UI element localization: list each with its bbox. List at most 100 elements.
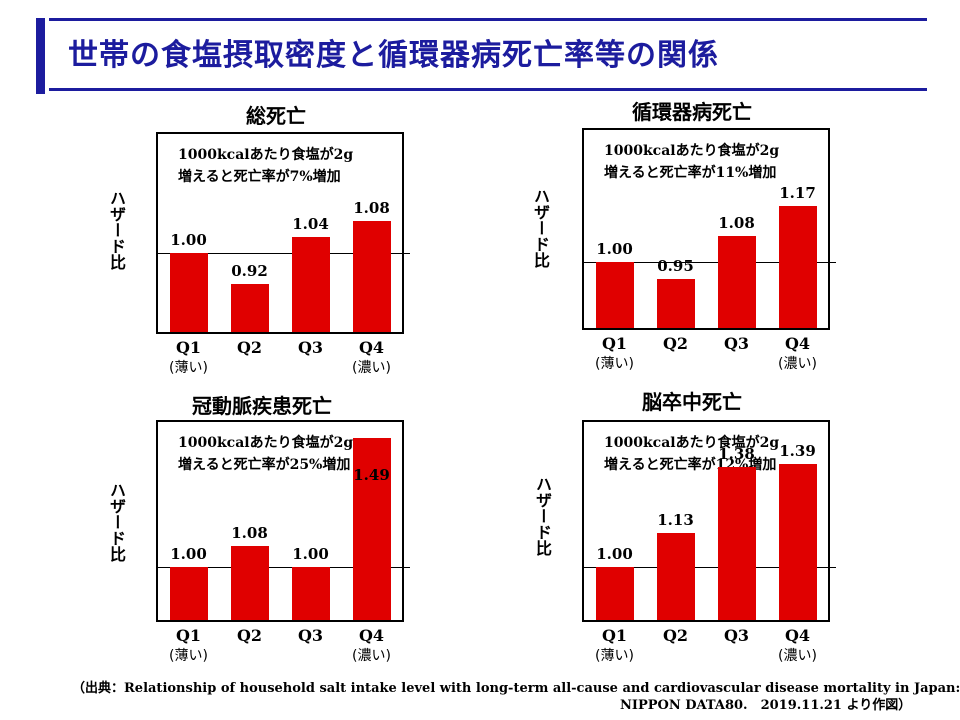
category-sub: (濃い): [352, 648, 391, 664]
value-label: 1.00: [170, 230, 207, 249]
y-axis-label: ハザード比: [107, 190, 126, 270]
y-axis-label: ハザード比: [531, 188, 550, 268]
title-top-rule: [49, 18, 927, 21]
bar-q2: [656, 278, 695, 328]
category-name: Q4: [358, 338, 385, 357]
bar-q1: [169, 567, 208, 620]
title-accent-bar: [36, 18, 45, 94]
category-name: Q1: [601, 334, 628, 353]
category-sub: (薄い): [595, 648, 634, 664]
category-label: Q3: [276, 338, 346, 357]
annotation-note: 1000kcalあたり食塩が2g 増えると死亡率が7%増加: [178, 144, 353, 188]
category-sub: (薄い): [169, 648, 208, 664]
value-label: 1.00: [596, 240, 633, 258]
chart-panel-2: 循環器病死亡ハザード比 1000kcalあたり食塩が2g 増えると死亡率が11%増加…: [522, 96, 942, 396]
value-label: 0.95: [657, 256, 694, 275]
chart-title: 冠動脈疾患死亡: [192, 394, 332, 418]
bar-q2: [230, 546, 269, 620]
category-label: Q1 (薄い): [580, 334, 650, 373]
chart-title: 脳卒中死亡: [642, 390, 742, 414]
value-label: 1.00: [170, 545, 207, 564]
chart-title: 総死亡: [246, 104, 306, 128]
page-title: 世帯の食塩摂取密度と循環器病死亡率等の関係: [68, 38, 719, 73]
value-label: 1.39: [779, 442, 816, 461]
category-sub: (薄い): [595, 356, 634, 372]
category-sub: (濃い): [778, 648, 817, 664]
category-name: Q2: [662, 626, 689, 645]
value-label: 1.00: [292, 545, 329, 564]
category-name: Q2: [662, 334, 689, 353]
annotation-line-1: 1000kcalあたり食塩が2g: [604, 143, 780, 159]
source-line-2: NIPPON DATA80. 2019.11.21 より作図）: [620, 698, 912, 713]
bar-q4: [778, 464, 817, 620]
category-name: Q4: [358, 626, 385, 645]
category-label: Q2: [641, 334, 711, 353]
bar-q1: [169, 252, 208, 332]
bar-q1: [595, 262, 634, 328]
annotation-line-1: 1000kcalあたり食塩が2g: [604, 435, 780, 451]
plot-area: 1000kcalあたり食塩が2g 増えると死亡率が11%増加 1.00 0.95 1.0…: [582, 128, 836, 330]
value-label: 1.49: [353, 465, 390, 484]
category-label: Q1 (薄い): [580, 626, 650, 665]
bar-q3: [291, 567, 330, 620]
annotation-note: 1000kcalあたり食塩が2g 増えると死亡率が25%増加: [178, 432, 353, 476]
reference-line: [158, 567, 410, 569]
bar-q3: [291, 236, 330, 332]
category-sub: (濃い): [352, 360, 391, 376]
chart-panel-4: 脳卒中死亡ハザード比 1000kcalあたり食塩が2g 増えると死亡率が12%増加 1…: [522, 386, 942, 686]
bar-q3: [717, 235, 756, 328]
category-label: Q2: [215, 626, 285, 645]
value-label: 1.08: [231, 524, 268, 543]
annotation-line-2: 増えると死亡率が25%増加: [178, 457, 351, 473]
bar-q2: [656, 532, 695, 620]
annotation-line-2: 増えると死亡率が7%増加: [178, 169, 341, 185]
category-sub: (濃い): [778, 356, 817, 372]
category-name: Q4: [784, 334, 811, 353]
bar-q4: [778, 205, 817, 328]
value-label: 0.92: [231, 262, 268, 281]
annotation-line-1: 1000kcalあたり食塩が2g: [178, 147, 354, 163]
category-name: Q1: [601, 626, 628, 645]
reference-line: [158, 252, 410, 254]
title-bottom-rule: [49, 88, 927, 91]
reference-line: [584, 262, 836, 263]
source-line-1: （出典：Relationship of household salt intak…: [72, 681, 960, 696]
reference-line: [584, 567, 836, 569]
chart-title: 循環器病死亡: [632, 100, 752, 124]
value-label: 1.04: [292, 214, 329, 233]
value-label: 1.38: [718, 444, 755, 463]
annotation-note: 1000kcalあたり食塩が2g 増えると死亡率が12%増加: [604, 432, 779, 476]
y-axis-label: ハザード比: [107, 482, 126, 562]
category-label: Q2: [641, 626, 711, 645]
category-sub: (薄い): [169, 360, 208, 376]
category-label: Q4 (濃い): [337, 626, 407, 665]
category-name: Q1: [175, 338, 202, 357]
category-label: Q4 (濃い): [763, 626, 833, 665]
bar-q4: [352, 221, 391, 332]
value-label: 1.08: [718, 213, 755, 232]
value-label: 1.17: [779, 183, 816, 202]
annotation-line-2: 増えると死亡率が11%増加: [604, 165, 777, 181]
value-label: 1.08: [353, 199, 390, 218]
category-label: Q1 (薄い): [154, 338, 224, 377]
category-label: Q2: [215, 338, 285, 357]
category-label: Q4 (濃い): [763, 334, 833, 373]
category-name: Q3: [297, 338, 324, 357]
chart-panel-3: 冠動脈疾患死亡ハザード比 1000kcalあたり食塩が2g 増えると死亡率が25%増…: [96, 390, 516, 690]
bar-q1: [595, 567, 634, 620]
category-name: Q3: [723, 626, 750, 645]
y-axis-label: ハザード比: [533, 476, 552, 556]
category-name: Q1: [175, 626, 202, 645]
category-label: Q3: [702, 626, 772, 645]
annotation-note: 1000kcalあたり食塩が2g 増えると死亡率が11%増加: [604, 140, 779, 184]
category-name: Q4: [784, 626, 811, 645]
category-label: Q4 (濃い): [337, 338, 407, 377]
annotation-line-1: 1000kcalあたり食塩が2g: [178, 435, 354, 451]
category-label: Q3: [702, 334, 772, 353]
category-label: Q1 (薄い): [154, 626, 224, 665]
chart-panel-1: 総死亡ハザード比 1000kcalあたり食塩が2g 増えると死亡率が7%増加 1.00…: [96, 100, 516, 400]
category-name: Q3: [297, 626, 324, 645]
category-label: Q3: [276, 626, 346, 645]
bar-q2: [230, 284, 269, 332]
source-citation: （出典：Relationship of household salt intak…: [72, 680, 960, 714]
